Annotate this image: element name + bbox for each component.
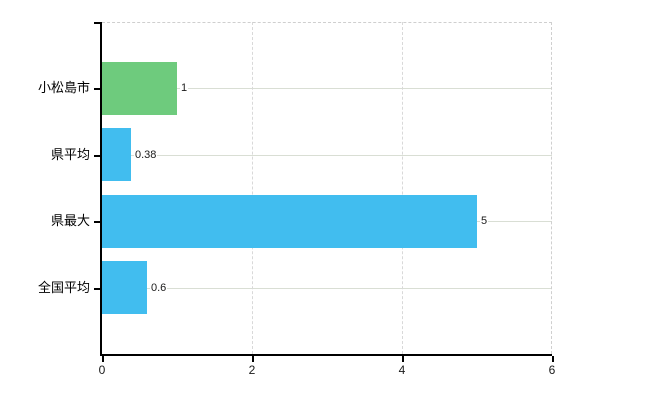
x-axis-tick-label: 4: [398, 363, 406, 377]
bar-value-label: 5: [480, 214, 489, 228]
y-axis-tick: [94, 88, 100, 90]
bar-value-label: 1: [180, 81, 189, 95]
x-axis-tick-label: 6: [548, 363, 556, 377]
x-axis-tick: [102, 356, 104, 362]
x-axis-tick: [252, 356, 254, 362]
bar-小松島市: [102, 62, 177, 115]
gridline-horizontal: [102, 88, 552, 89]
y-axis-tick: [94, 288, 100, 290]
x-axis-tick-label: 2: [248, 363, 256, 377]
category-label-県平均: 県平均: [50, 147, 90, 162]
gridline-horizontal: [102, 155, 552, 156]
bar-全国平均: [102, 261, 147, 314]
category-label-県最大: 県最大: [50, 213, 90, 228]
bar-県平均: [102, 128, 131, 181]
y-axis-end-tick: [94, 22, 100, 24]
gridline-vertical: [402, 22, 403, 354]
bar-県最大: [102, 195, 477, 248]
x-axis-line: [100, 354, 552, 356]
gridline-vertical: [252, 22, 253, 354]
x-axis-tick: [552, 356, 554, 362]
plot-area-frame: [102, 22, 552, 354]
bar-value-label: 0.38: [134, 148, 158, 162]
y-axis-tick: [94, 221, 100, 223]
x-axis-tick-label: 0: [98, 363, 106, 377]
gridline-horizontal: [102, 288, 552, 289]
category-label-全国平均: 全国平均: [37, 280, 90, 295]
y-axis-line: [100, 22, 102, 356]
bar-value-label: 0.6: [150, 281, 168, 295]
y-axis-tick: [94, 155, 100, 157]
x-axis-tick: [402, 356, 404, 362]
category-label-小松島市: 小松島市: [37, 80, 90, 95]
